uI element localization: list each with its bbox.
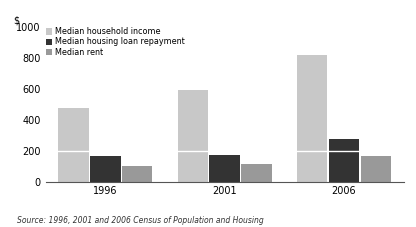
Bar <box>178 90 208 151</box>
Bar <box>58 108 89 151</box>
Bar <box>297 151 327 182</box>
Bar <box>210 155 240 182</box>
Bar <box>58 151 89 182</box>
Bar <box>329 139 359 151</box>
Bar <box>297 55 327 151</box>
Bar <box>178 151 208 182</box>
Bar <box>329 151 359 182</box>
Legend: Median household income, Median housing loan repayment, Median rent: Median household income, Median housing … <box>46 27 185 57</box>
Text: Source: 1996, 2001 and 2006 Census of Population and Housing: Source: 1996, 2001 and 2006 Census of Po… <box>17 216 263 225</box>
Bar <box>90 156 121 182</box>
Bar <box>122 166 152 182</box>
Text: $: $ <box>14 16 20 26</box>
Bar <box>361 156 391 182</box>
Bar <box>241 164 272 182</box>
